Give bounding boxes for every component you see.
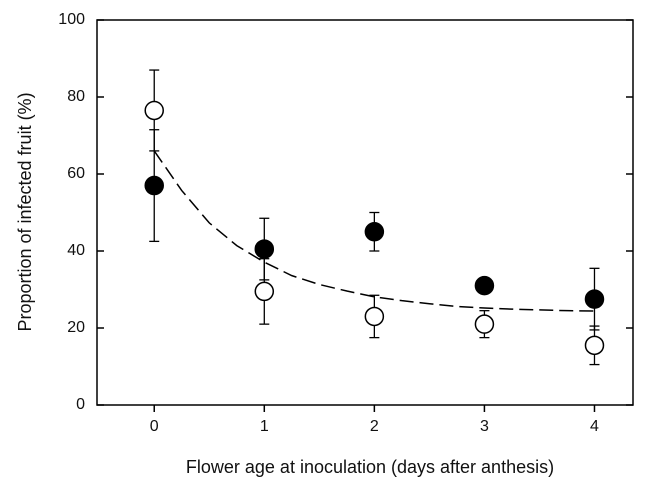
plot-frame: [96, 19, 634, 406]
y-tick-label: 40: [67, 242, 85, 259]
x-tick-label: 1: [260, 418, 269, 435]
open-point: [254, 281, 275, 302]
open-point: [584, 335, 605, 356]
fit-curve: [153, 150, 595, 312]
open-point: [364, 306, 385, 327]
y-tick-label: 100: [58, 11, 85, 28]
open-point: [144, 100, 164, 121]
open-point: [474, 314, 495, 334]
x-axis-label: Flower age at inoculation (days after an…: [186, 457, 554, 477]
filled-point: [474, 275, 495, 296]
y-tick-label: 80: [67, 88, 85, 105]
filled-point: [144, 175, 164, 196]
y-tick-label: 20: [67, 319, 85, 336]
x-tick-label: 4: [590, 418, 599, 435]
filled-point: [584, 289, 605, 309]
x-tick-label: 2: [370, 418, 379, 435]
y-tick-label: 60: [67, 165, 85, 182]
filled-point: [254, 239, 275, 259]
x-tick-label: 3: [480, 418, 489, 435]
y-tick-label: 0: [76, 396, 85, 413]
y-axis-label: Proportion of infected fruit (%): [15, 92, 35, 331]
x-tick-label: 0: [150, 418, 159, 435]
filled-point: [364, 222, 385, 242]
